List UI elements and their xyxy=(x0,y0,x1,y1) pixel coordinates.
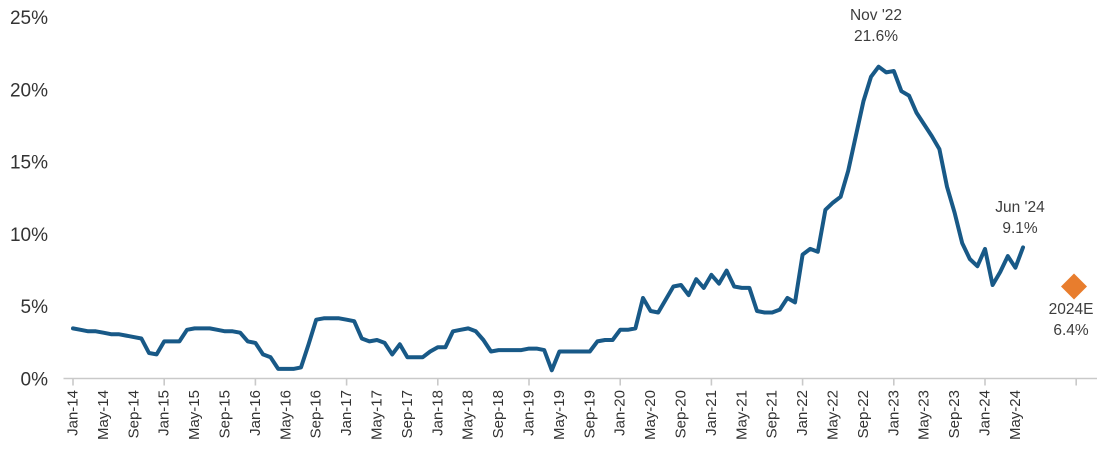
x-axis-label: Jan-24 xyxy=(977,390,994,436)
x-axis-label: Jan-20 xyxy=(612,390,629,436)
forecast-annotation: 2024E 6.4% xyxy=(1049,299,1094,341)
forecast-annotation-value: 6.4% xyxy=(1053,322,1089,339)
x-axis-label: Jan-15 xyxy=(156,390,173,436)
x-axis-label: Jan-14 xyxy=(65,390,82,436)
x-axis-label: Sep-22 xyxy=(855,390,872,438)
x-axis-label: May-23 xyxy=(916,390,933,440)
x-axis-label: Sep-23 xyxy=(946,390,963,438)
x-axis-label: May-17 xyxy=(369,390,386,440)
rate-line-series xyxy=(71,64,1025,373)
x-axis-label: Jan-17 xyxy=(338,390,355,436)
x-axis-label: Sep-17 xyxy=(399,390,416,438)
y-axis-label: 25% xyxy=(10,8,48,29)
y-axis-label: 20% xyxy=(10,80,48,101)
x-axis-label: Sep-19 xyxy=(581,390,598,438)
last-actual-annotation: Jun '24 9.1% xyxy=(995,197,1045,239)
x-axis-label: May-15 xyxy=(186,390,203,440)
peak-annotation-date: Nov '22 xyxy=(849,7,903,24)
x-axis-label: May-24 xyxy=(1007,390,1024,440)
peak-annotation-value: 21.6% xyxy=(854,28,898,45)
last-actual-annotation-value: 9.1% xyxy=(1002,220,1038,237)
x-axis-label: May-20 xyxy=(642,390,659,440)
forecast-annotation-label: 2024E xyxy=(1048,301,1094,318)
x-axis-label: Sep-16 xyxy=(308,390,325,438)
last-actual-annotation-date: Jun '24 xyxy=(995,199,1045,216)
x-axis-label: May-18 xyxy=(460,390,477,440)
y-axis-label: 0% xyxy=(21,370,49,391)
x-axis-label: May-19 xyxy=(551,390,568,440)
x-axis-label: May-16 xyxy=(277,390,294,440)
x-axis-label: Sep-14 xyxy=(125,390,142,438)
x-axis-label: Jan-23 xyxy=(885,390,902,436)
x-axis-label: Jan-18 xyxy=(429,390,446,436)
x-axis-label: May-21 xyxy=(733,390,750,440)
x-axis-label: Jan-16 xyxy=(247,390,264,436)
x-axis-label: May-14 xyxy=(95,390,112,440)
x-axis-label: Sep-21 xyxy=(764,390,781,438)
y-axis-label: 15% xyxy=(10,153,48,174)
x-axis-label: Sep-15 xyxy=(217,390,234,438)
x-axis-label: Sep-18 xyxy=(490,390,507,438)
x-axis-label: May-22 xyxy=(825,390,842,440)
y-axis-label: 5% xyxy=(21,297,49,318)
x-axis-label: Jan-21 xyxy=(703,390,720,436)
peak-annotation: Nov '22 21.6% xyxy=(850,5,902,47)
x-axis-label: Jan-22 xyxy=(794,390,811,436)
x-axis-label: Jan-19 xyxy=(521,390,538,436)
forecast-diamond-marker xyxy=(1061,273,1087,300)
y-axis-label: 10% xyxy=(10,225,48,246)
x-axis-label: Sep-20 xyxy=(673,390,690,438)
